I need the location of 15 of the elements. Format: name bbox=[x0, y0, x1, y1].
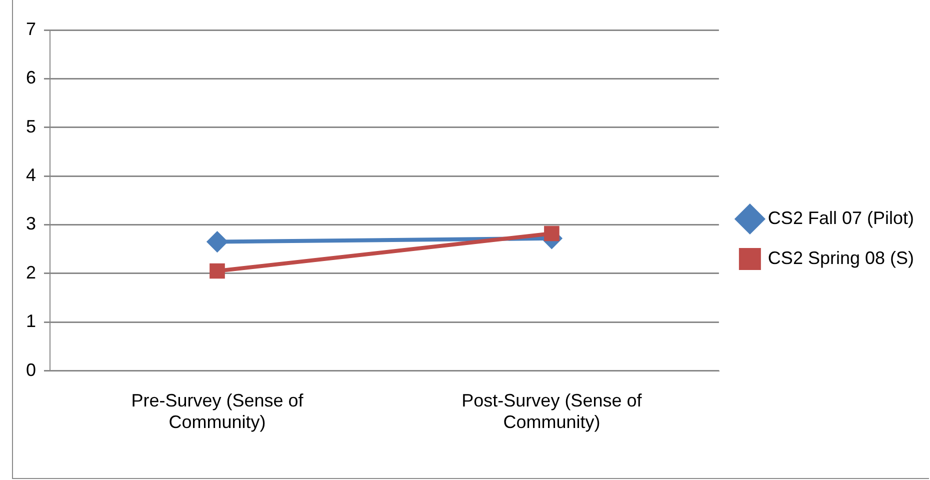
x-tick-label: Pre-Survey (Sense of Community) bbox=[131, 390, 304, 432]
point bbox=[207, 232, 228, 252]
point bbox=[210, 263, 225, 279]
y-tick-label: 4 bbox=[26, 165, 36, 186]
point bbox=[544, 226, 560, 242]
y-tick-label: 2 bbox=[26, 262, 36, 282]
legend-label: CS2 Spring 08 (S) bbox=[768, 248, 914, 268]
y-tick-label: 7 bbox=[26, 18, 36, 39]
y-tick-label: 1 bbox=[26, 311, 36, 332]
y-tick-label: 5 bbox=[26, 116, 36, 136]
y-tick-label: 0 bbox=[26, 360, 36, 380]
legend-label: CS2 Fall 07 (Pilot) bbox=[768, 208, 914, 228]
x-tick-label: Post-Survey (Sense of Community) bbox=[462, 390, 643, 432]
y-tick-label: 3 bbox=[26, 214, 36, 234]
y-tick-label: 6 bbox=[26, 68, 36, 88]
